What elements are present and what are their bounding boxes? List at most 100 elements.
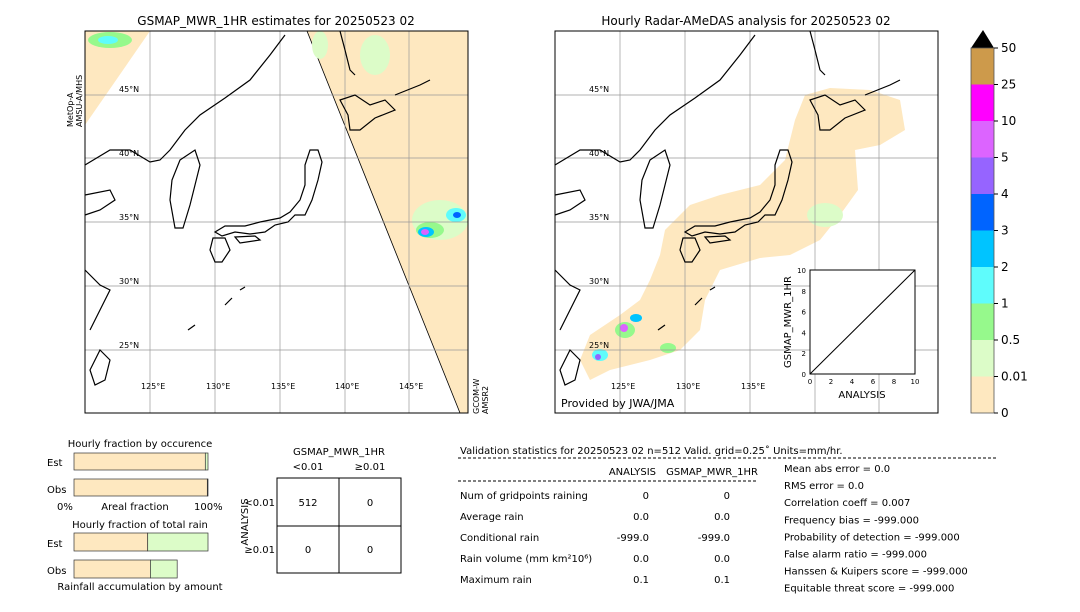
- score-item: Correlation coeff = 0.007: [784, 498, 910, 509]
- inset-ytick-label: 8: [802, 288, 806, 296]
- right-map-frame: [554, 30, 939, 414]
- stat-value-analysis: 0.1: [633, 575, 649, 586]
- bar-segment: [73, 532, 149, 552]
- left-map-frame: [84, 30, 469, 414]
- inset-xtick-label: 2: [829, 378, 833, 386]
- rain-fraction-xlabel: Rainfall accumulation by amount: [57, 582, 222, 593]
- colorbar-segment: [971, 267, 994, 304]
- inset-ytick-label: 10: [797, 267, 806, 275]
- rain-fraction-title: Hourly fraction of total rain: [72, 520, 208, 531]
- colorbar-tick-label: 0: [1001, 406, 1009, 420]
- table-cell: 0: [305, 545, 311, 556]
- table-title: GSMAP_MWR_1HR: [293, 447, 385, 458]
- bar-segment: [206, 478, 209, 497]
- lon-label: 140°E: [335, 382, 359, 391]
- inset-ytick-label: 6: [802, 309, 807, 317]
- stat-value-analysis: 0.0: [633, 554, 649, 565]
- lon-label: 125°E: [611, 382, 635, 391]
- lat-label: 25°N: [119, 341, 139, 350]
- lat-label: 40°N: [119, 149, 139, 158]
- stat-label: Conditional rain: [460, 533, 539, 544]
- colorbar-segment: [971, 340, 994, 377]
- lat-label: 40°N: [589, 149, 609, 158]
- lon-label: 135°E: [741, 382, 765, 391]
- colorbar-tick-label: 0.01: [1001, 370, 1028, 384]
- col-header: ANALYSIS: [609, 467, 656, 478]
- bar-segment: [73, 452, 206, 471]
- graticule: [85, 31, 468, 413]
- rain-fraction-chart: Hourly fraction of total rain Est Obs Ra…: [47, 520, 223, 593]
- inset-ytick-label: 4: [802, 329, 807, 337]
- swath-left: [85, 31, 150, 125]
- category-label: Est: [47, 539, 63, 550]
- colorbar-segment: [971, 157, 994, 194]
- inset-xlabel: ANALYSIS: [838, 390, 885, 401]
- colorbar-extend: [971, 30, 994, 48]
- col-header: GSMAP_MWR_1HR: [666, 467, 758, 478]
- table-cell: 0: [367, 498, 373, 509]
- satellite-label-left: MetOp-A: [66, 92, 75, 127]
- inset-xtick-label: 4: [850, 378, 855, 386]
- left-map-title: GSMAP_MWR_1HR estimates for 20250523 02: [137, 14, 414, 28]
- lat-label: 45°N: [119, 85, 139, 94]
- stats-header: Validation statistics for 20250523 02 n=…: [460, 445, 843, 457]
- colorbar-tick-label: 10: [1001, 114, 1016, 128]
- lat-label: 25°N: [589, 341, 609, 350]
- table-cell: 512: [298, 498, 317, 509]
- xtick-label: 100%: [194, 502, 223, 513]
- stat-value-gsmap: 0.1: [714, 575, 730, 586]
- colorbar-tick-label: 50: [1001, 41, 1016, 55]
- inset-xtick-label: 0: [808, 378, 812, 386]
- bar-segment: [73, 559, 151, 579]
- inset-xtick-label: 10: [911, 378, 920, 386]
- occurrence-title: Hourly fraction by occurence: [68, 439, 212, 450]
- bar-segment: [150, 559, 178, 579]
- lat-label: 30°N: [589, 277, 609, 286]
- lon-label: 145°E: [399, 382, 423, 391]
- bar-segment: [147, 532, 209, 552]
- stat-value-gsmap: 0.0: [714, 512, 730, 523]
- colorbar-segment: [971, 376, 994, 413]
- score-item: Hanssen & Kuipers score = -999.000: [784, 567, 968, 578]
- satellite-label-right: GCOM-W: [472, 378, 481, 414]
- stat-label: Maximum rain: [460, 575, 532, 586]
- inset-ylabel: GSMAP_MWR_1HR: [783, 276, 794, 368]
- colorbar-tick-label: 25: [1001, 78, 1016, 92]
- stat-value-analysis: 0.0: [633, 512, 649, 523]
- analysis-area: [580, 88, 905, 380]
- colorbar-tick-label: 2: [1001, 260, 1009, 274]
- colorbar-segment: [971, 194, 994, 231]
- xtick-label: 0%: [57, 502, 73, 513]
- lat-label: 35°N: [589, 213, 609, 222]
- colorbar-tick-label: 5: [1001, 151, 1009, 165]
- left-map: 45°N 40°N 35°N 30°N 25°N 125°E 130°E 135…: [66, 14, 490, 414]
- col-label: <0.01: [293, 462, 324, 473]
- colorbar-segment: [971, 48, 994, 85]
- occurrence-xlabel: Areal fraction: [101, 502, 168, 513]
- score-item: Mean abs error = 0.0: [784, 464, 890, 475]
- contingency-table: GSMAP_MWR_1HR <0.01 ≥0.01 512 0 0 0 <0.0…: [240, 447, 402, 574]
- colorbar-tick-label: 0.5: [1001, 333, 1020, 347]
- bar-segment: [204, 452, 209, 471]
- stat-label: Num of gridpoints raining: [460, 491, 588, 502]
- inset-ytick-label: 2: [802, 350, 806, 358]
- credit: Provided by JWA/JMA: [561, 397, 675, 410]
- occurrence-chart: Hourly fraction by occurence Est Obs 0% …: [47, 439, 223, 513]
- col-label: ≥0.01: [355, 462, 386, 473]
- stat-value-gsmap: 0: [724, 491, 730, 502]
- row-label: ≥0.01: [244, 545, 275, 556]
- score-item: Probability of detection = -999.000: [784, 532, 960, 543]
- colorbar-tick-label: 1: [1001, 297, 1009, 311]
- graticule: [555, 31, 938, 413]
- lat-label: 45°N: [589, 85, 609, 94]
- score-item: Equitable threat score = -999.000: [784, 584, 954, 595]
- score-item: RMS error = 0.0: [784, 481, 864, 492]
- colorbar: 0 0.01 0.5 1 2 3 4 5 10 25 50: [970, 30, 1028, 420]
- category-label: Est: [47, 458, 63, 469]
- colorbar-segment: [971, 230, 994, 267]
- sensor-label-right: AMSR2: [481, 386, 490, 414]
- right-map-title: Hourly Radar-AMeDAS analysis for 2025052…: [601, 14, 890, 28]
- bar-segment: [73, 478, 208, 497]
